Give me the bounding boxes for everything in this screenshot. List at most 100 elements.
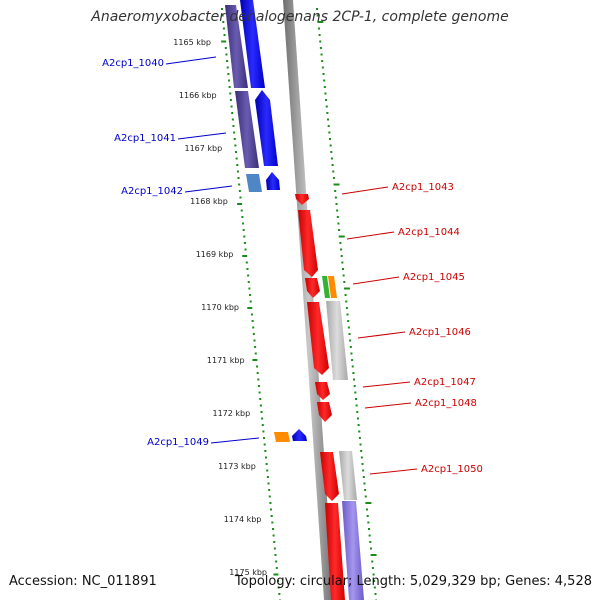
outer-tick bbox=[263, 437, 266, 439]
cds-arrow-1050b bbox=[325, 503, 345, 600]
cds-arrow-1047 bbox=[315, 382, 330, 400]
inner-tick bbox=[329, 138, 331, 140]
inner-tick bbox=[325, 105, 328, 108]
gene-label-a2cp1-1044[interactable]: A2cp1_1044 bbox=[398, 227, 460, 238]
outer-tick bbox=[267, 482, 270, 485]
gene-label-a2cp1-1041[interactable]: A2cp1_1041 bbox=[114, 133, 176, 144]
scale-label: 1173 kbp bbox=[218, 462, 256, 471]
gene-label-a2cp1-1046[interactable]: A2cp1_1046 bbox=[409, 327, 471, 338]
inner-tick bbox=[373, 586, 376, 589]
inner-tick bbox=[364, 489, 367, 491]
inner-tick bbox=[340, 255, 343, 257]
inner-tick bbox=[322, 73, 325, 75]
outer-tick bbox=[259, 398, 262, 400]
inner-tick bbox=[349, 346, 352, 348]
scale-label: 1166 kbp bbox=[179, 91, 217, 100]
inner-tick bbox=[343, 281, 346, 283]
cog-bar-1042 bbox=[246, 174, 262, 192]
accession-text: Accession: NC_011891 bbox=[9, 574, 157, 589]
leader-line bbox=[357, 331, 406, 339]
outer-tick bbox=[253, 339, 256, 342]
cds-arrow-1040 bbox=[240, 0, 265, 88]
forward-cog-features bbox=[322, 276, 364, 600]
gene-label-a2cp1-1050[interactable]: A2cp1_1050 bbox=[421, 464, 483, 475]
inner-tick bbox=[342, 268, 344, 270]
outer-tick bbox=[227, 73, 230, 75]
outer-tick bbox=[224, 47, 227, 49]
outer-tick bbox=[254, 346, 257, 348]
outer-tick bbox=[264, 456, 267, 459]
inner-tick bbox=[329, 144, 332, 147]
inner-tick bbox=[362, 469, 365, 472]
outer-tick bbox=[231, 112, 234, 114]
forward-strand-features bbox=[295, 194, 345, 600]
cds-arrow-1048 bbox=[317, 402, 332, 422]
outer-tick bbox=[252, 359, 258, 361]
inner-tick bbox=[358, 437, 361, 439]
outer-tick bbox=[270, 515, 273, 517]
cds-arrow-1041 bbox=[255, 90, 278, 166]
gene-label-a2cp1-1045[interactable]: A2cp1_1045 bbox=[403, 272, 465, 283]
gene-label-a2cp1-1049[interactable]: A2cp1_1049 bbox=[147, 437, 209, 448]
outer-tick bbox=[249, 294, 252, 296]
gene-label-a2cp1-1047[interactable]: A2cp1_1047 bbox=[414, 377, 476, 388]
inner-tick bbox=[359, 443, 362, 446]
outer-tick bbox=[252, 326, 255, 329]
inner-tick bbox=[355, 398, 357, 400]
outer-tick bbox=[238, 183, 241, 186]
inner-tick bbox=[323, 86, 326, 88]
inner-tick bbox=[349, 339, 352, 342]
inner-tick bbox=[347, 320, 350, 322]
inner-tick bbox=[336, 209, 339, 212]
leader-line bbox=[362, 381, 411, 388]
inner-tick bbox=[366, 515, 369, 517]
outer-tick bbox=[237, 203, 243, 205]
inner-tick bbox=[368, 528, 370, 530]
outer-tick bbox=[232, 125, 235, 127]
outer-tick bbox=[271, 521, 274, 524]
outer-tick bbox=[243, 242, 246, 244]
gene-label-a2cp1-1040[interactable]: A2cp1_1040 bbox=[102, 58, 164, 69]
outer-tick bbox=[248, 287, 251, 290]
leader-line bbox=[210, 437, 260, 444]
outer-tick bbox=[254, 352, 257, 355]
gene-labels[interactable]: A2cp1_1040 A2cp1_1041 A2cp1_1042 A2cp1_1043… bbox=[102, 58, 483, 475]
inner-tick bbox=[327, 118, 330, 121]
inner-tick bbox=[342, 274, 345, 277]
scale-labels: 1165 kbp 1166 kbp 1167 kbp 1168 kbp 1169 kbp… bbox=[173, 38, 267, 577]
inner-tick bbox=[353, 378, 356, 381]
outer-tick bbox=[270, 508, 273, 511]
outer-tick bbox=[250, 313, 253, 316]
outer-tick bbox=[221, 40, 227, 43]
gene-label-a2cp1-1042[interactable]: A2cp1_1042 bbox=[121, 186, 183, 197]
cog-bar-1041 bbox=[235, 91, 259, 168]
outer-tick bbox=[262, 430, 265, 433]
inner-tick bbox=[333, 183, 340, 186]
outer-tick bbox=[225, 53, 228, 56]
cog-bar-1045b bbox=[328, 276, 337, 298]
scale-label: 1170 kbp bbox=[201, 303, 239, 312]
gene-label-a2cp1-1043[interactable]: A2cp1_1043 bbox=[392, 182, 454, 193]
inner-tick bbox=[317, 21, 324, 23]
cog-bar-1049 bbox=[274, 432, 290, 442]
inner-tick bbox=[346, 313, 349, 316]
inner-tick bbox=[363, 482, 366, 485]
inner-tick bbox=[374, 593, 377, 595]
cds-arrow-1044 bbox=[298, 210, 318, 277]
scale-label: 1168 kbp bbox=[190, 197, 228, 206]
outer-tick bbox=[268, 495, 271, 498]
inner-tick bbox=[340, 248, 343, 251]
outer-tick bbox=[247, 281, 250, 283]
outer-tick bbox=[240, 209, 243, 212]
label-leader-lines bbox=[165, 56, 418, 475]
outer-tick bbox=[257, 378, 260, 381]
outer-tick bbox=[229, 92, 232, 95]
outer-tick bbox=[272, 534, 275, 537]
outer-tick bbox=[239, 196, 242, 199]
inner-tick bbox=[372, 573, 375, 576]
inner-tick bbox=[319, 40, 322, 43]
inner-tick bbox=[337, 222, 340, 225]
inner-tick bbox=[324, 92, 327, 95]
gene-label-a2cp1-1048[interactable]: A2cp1_1048 bbox=[415, 398, 477, 409]
